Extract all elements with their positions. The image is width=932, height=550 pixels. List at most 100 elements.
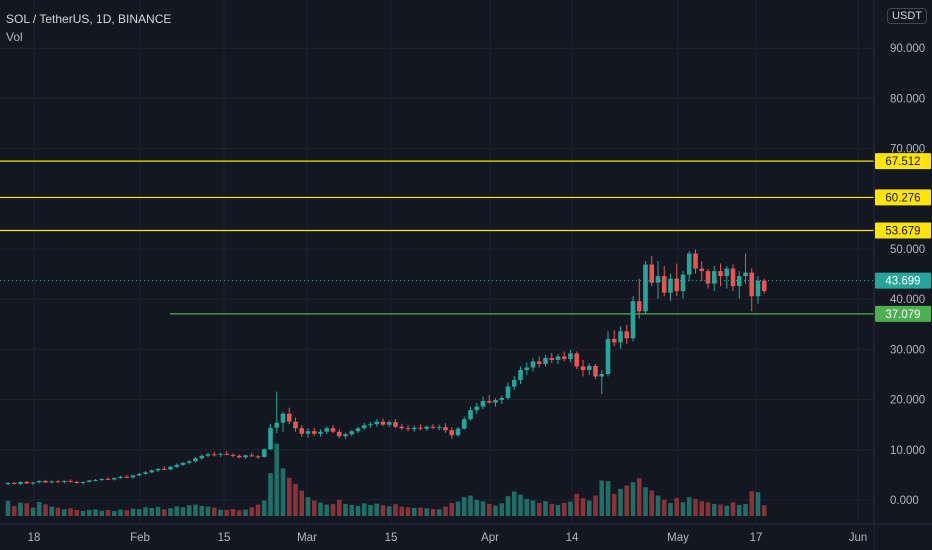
volume-bar	[330, 503, 336, 516]
candle-body	[649, 264, 655, 283]
candle-body	[286, 413, 292, 422]
time-tick-label: Mar	[297, 532, 317, 544]
volume-bar	[374, 503, 380, 516]
volume-bar	[261, 500, 267, 516]
candle-body	[580, 366, 586, 370]
resistance-level-tag	[875, 153, 931, 170]
volume-bar	[449, 502, 455, 516]
volume-bar	[368, 504, 373, 516]
price-labels: 67.512 60.276 53.679 37.079 43.699	[875, 153, 931, 322]
volume-bar	[380, 505, 386, 516]
candle-body	[661, 276, 667, 293]
volume-bar	[5, 500, 11, 516]
time-axis[interactable]: 18 Feb 15 Mar 15 Apr 14 May 17 Jun	[28, 532, 868, 544]
candle-body	[418, 427, 423, 429]
volume-bar	[405, 507, 411, 516]
volume-bar	[324, 504, 330, 516]
candle-body	[36, 480, 42, 483]
candle-body	[399, 426, 405, 429]
volume-bar	[549, 503, 555, 516]
symbol-title[interactable]: SOL / TetherUS, 1D, BINANCE	[6, 12, 172, 26]
candle-body	[424, 426, 430, 429]
candle-body	[211, 454, 217, 456]
volume-bar	[118, 509, 123, 516]
volume-bar	[205, 506, 211, 516]
candle-body	[299, 428, 305, 434]
volume-bar	[486, 503, 492, 516]
candle-body	[205, 454, 211, 456]
volume-bar	[318, 502, 323, 516]
volume-bar	[718, 504, 723, 516]
candle-body	[636, 301, 642, 312]
volume-bar	[286, 477, 292, 516]
volume-bar	[455, 501, 461, 516]
candle-body	[668, 278, 673, 293]
volume-bar	[761, 505, 767, 516]
candle-body	[368, 424, 373, 426]
volume-bar	[243, 509, 248, 516]
volume-bar	[155, 506, 161, 516]
volume-bar	[168, 508, 173, 516]
volume-bar	[605, 481, 611, 516]
horizontal-levels[interactable]	[0, 160, 874, 315]
volume-bar	[674, 497, 680, 516]
candle-body	[618, 331, 623, 343]
volume-bar	[574, 493, 580, 516]
candle-body	[168, 466, 173, 470]
candle-body	[30, 482, 36, 484]
volume-bar	[143, 507, 148, 516]
candle-body	[380, 421, 386, 425]
volume-bar	[336, 499, 342, 516]
volume-bar	[236, 510, 242, 516]
price-tick-label: 90.000	[890, 43, 925, 55]
volume-bar	[111, 510, 117, 516]
volume-bar	[611, 493, 617, 516]
volume-bar	[561, 502, 567, 516]
volume-bar	[230, 508, 236, 516]
price-tick-label: 10.000	[890, 445, 925, 457]
volume-bar	[618, 488, 623, 516]
volume-bar	[643, 487, 648, 516]
price-tick-label: 0.000	[890, 495, 919, 507]
volume-bar	[599, 480, 605, 516]
volume-bar	[30, 507, 36, 516]
candle-body	[574, 353, 580, 367]
candle-body	[605, 338, 611, 374]
volume-bar	[668, 502, 673, 516]
candle-body	[524, 367, 530, 370]
volume-bar	[355, 505, 361, 516]
volume-bar	[655, 495, 661, 516]
candlesticks[interactable]	[5, 249, 767, 486]
candle-body	[593, 365, 598, 377]
volume-bar	[18, 502, 23, 516]
volume-bar	[736, 504, 742, 516]
candle-body	[349, 431, 355, 435]
time-tick-label: 15	[218, 532, 231, 544]
currency-button[interactable]: USDT	[887, 8, 927, 24]
volume-bar	[518, 494, 523, 516]
candle-body	[693, 253, 698, 269]
candle-body	[599, 373, 605, 377]
volume-bar	[68, 508, 73, 516]
volume-bar	[74, 509, 80, 516]
candle-body	[330, 428, 336, 432]
volume-bar	[80, 510, 86, 516]
candle-body	[624, 331, 630, 339]
volume-bar	[680, 502, 686, 516]
volume-bar	[311, 500, 317, 516]
candle-body	[461, 419, 467, 429]
volume-bar	[180, 507, 186, 516]
candle-body	[724, 268, 730, 277]
candle-body	[755, 280, 761, 297]
time-tick-label: 18	[28, 532, 41, 544]
candle-body	[655, 276, 661, 283]
volume-bar	[430, 508, 436, 516]
candle-body	[430, 426, 436, 428]
price-tick-label: 50.000	[890, 244, 925, 256]
candle-body	[736, 276, 742, 287]
volume-indicator-label[interactable]: Vol	[6, 30, 23, 44]
candle-body	[224, 453, 230, 455]
candle-body	[180, 462, 186, 465]
